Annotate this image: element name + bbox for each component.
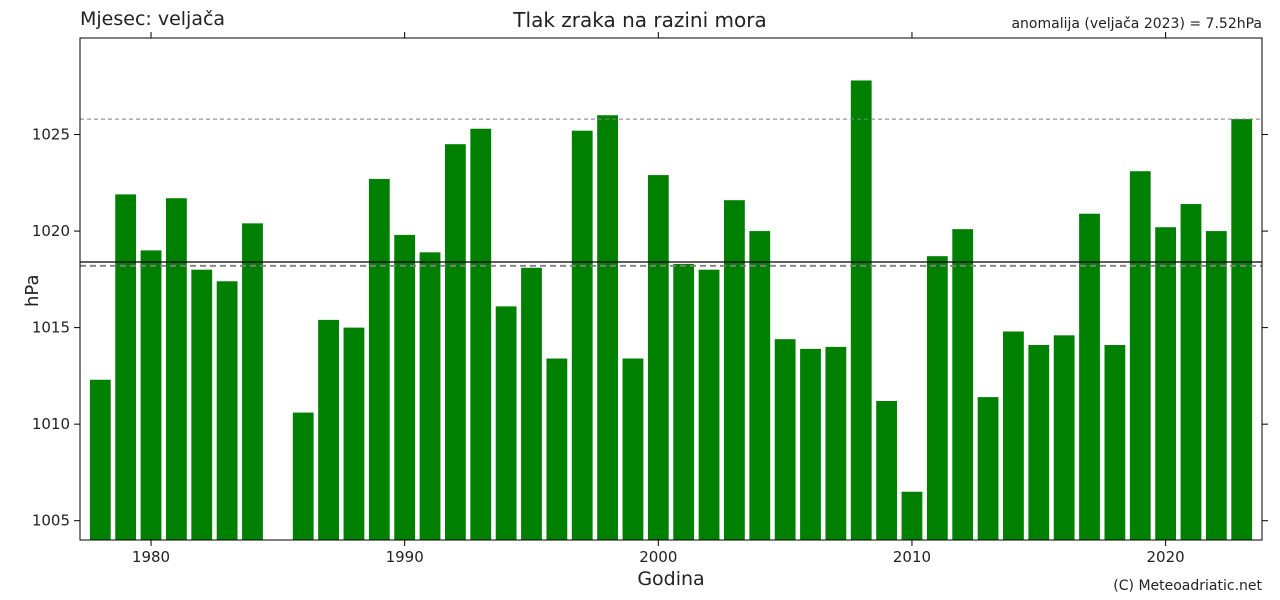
bar — [445, 144, 466, 540]
bar — [115, 194, 136, 540]
bar — [952, 229, 973, 540]
bar — [546, 359, 567, 540]
x-axis-label: Godina — [80, 568, 1262, 590]
bar — [496, 306, 517, 540]
chart-subtitle-right: anomalija (veljača 2023) = 7.52hPa — [1011, 16, 1262, 32]
bar — [166, 198, 187, 540]
bar — [318, 320, 339, 540]
chart-container: Tlak zraka na razini mora Mjesec: veljač… — [0, 0, 1280, 600]
bar — [369, 179, 390, 540]
bar — [191, 270, 212, 540]
y-tick-label: 1010 — [32, 415, 70, 433]
bar — [470, 129, 491, 540]
chart-subtitle-left: Mjesec: veljača — [80, 8, 225, 30]
bar — [344, 328, 365, 540]
bar — [1130, 171, 1151, 540]
y-tick-label: 1015 — [32, 319, 70, 337]
bar — [521, 268, 542, 540]
bar — [876, 401, 897, 540]
bar — [572, 131, 593, 540]
bar — [141, 250, 162, 540]
bar — [1079, 214, 1100, 540]
bar — [1054, 335, 1075, 540]
chart-plot: 1005 1010 1015 1020 1025 1980 1990 2000 2010 2020 — [0, 0, 1280, 600]
x-tick-label: 2000 — [639, 548, 677, 566]
bar — [673, 264, 694, 540]
bar — [800, 349, 821, 540]
bar — [648, 175, 669, 540]
bar — [242, 223, 263, 540]
bar — [775, 339, 796, 540]
x-tick-label: 1990 — [386, 548, 424, 566]
bar — [749, 231, 770, 540]
bar — [1206, 231, 1227, 540]
bar — [90, 380, 111, 540]
y-tick-label: 1020 — [32, 222, 70, 240]
bar — [825, 347, 846, 540]
bar — [978, 397, 999, 540]
bar — [293, 413, 314, 540]
bar — [1231, 119, 1252, 540]
x-tick-label: 2020 — [1147, 548, 1185, 566]
x-tick-label: 1980 — [132, 548, 170, 566]
bar — [902, 492, 923, 540]
bar — [699, 270, 720, 540]
x-tick-label: 2010 — [893, 548, 931, 566]
bar — [1155, 227, 1176, 540]
bar — [1003, 331, 1024, 540]
bar — [851, 80, 872, 540]
bar — [1104, 345, 1125, 540]
y-tick-label: 1025 — [32, 126, 70, 144]
y-axis-label: hPa — [22, 275, 43, 307]
bar — [1181, 204, 1202, 540]
bar — [724, 200, 745, 540]
y-tick-label: 1005 — [32, 512, 70, 530]
bar — [927, 256, 948, 540]
bar — [217, 281, 238, 540]
bar — [394, 235, 415, 540]
bar — [597, 115, 618, 540]
bar — [420, 252, 441, 540]
bar — [1028, 345, 1049, 540]
bar — [623, 359, 644, 540]
chart-credit: (C) Meteoadriatic.net — [1113, 578, 1262, 594]
